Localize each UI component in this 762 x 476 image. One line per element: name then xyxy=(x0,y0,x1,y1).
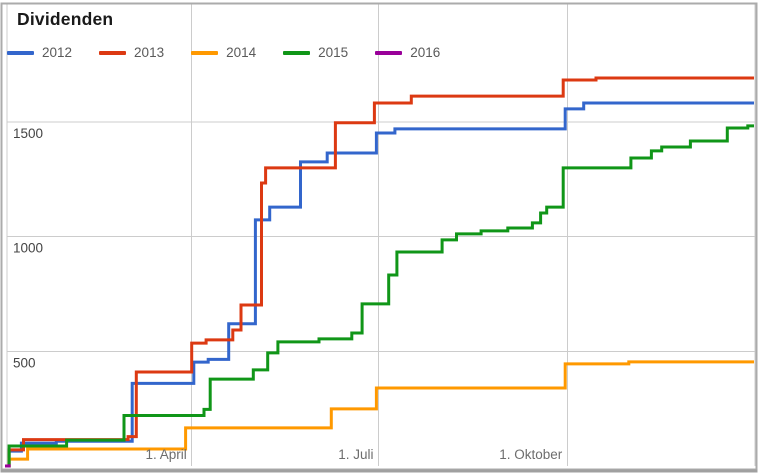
legend-swatch-2015 xyxy=(283,50,311,55)
series-line-2012[interactable] xyxy=(5,101,754,468)
chart-title: Dividenden xyxy=(17,9,114,29)
legend-label: 2013 xyxy=(134,45,165,60)
legend-swatch-2013 xyxy=(99,50,127,55)
legend: 2012 2013 2014 2015 2016 xyxy=(7,45,440,60)
series-layer xyxy=(5,76,754,468)
legend-swatch-2014 xyxy=(191,50,219,55)
legend-item-2016[interactable]: 2016 xyxy=(375,45,440,60)
y-tick-label: 1000 xyxy=(13,241,43,256)
legend-swatch-2012 xyxy=(7,50,34,55)
axis-label-layer: 500 1000 1500 1. April 1. Juli 1. Oktober xyxy=(13,126,563,462)
grid-layer xyxy=(6,4,756,466)
legend-item-2014[interactable]: 2014 xyxy=(191,45,256,60)
series-line-2013[interactable] xyxy=(5,76,754,468)
x-tick-label: 1. Oktober xyxy=(499,447,563,462)
legend-label: 2012 xyxy=(42,45,73,60)
legend-item-2012[interactable]: 2012 xyxy=(7,45,72,60)
series-line-2016[interactable] xyxy=(5,464,11,468)
y-tick-label: 500 xyxy=(13,355,36,370)
series-line-2015[interactable] xyxy=(5,124,754,468)
legend-swatch-2016 xyxy=(375,50,403,55)
x-tick-label: 1. Juli xyxy=(338,447,373,462)
legend-item-2013[interactable]: 2013 xyxy=(99,45,164,60)
legend-label: 2015 xyxy=(318,45,349,60)
x-tick-label: 1. April xyxy=(145,447,186,462)
legend-label: 2014 xyxy=(226,45,257,60)
legend-label: 2016 xyxy=(410,45,441,60)
series-line-2014[interactable] xyxy=(5,360,754,468)
y-tick-label: 1500 xyxy=(13,126,43,141)
legend-item-2015[interactable]: 2015 xyxy=(283,45,348,60)
